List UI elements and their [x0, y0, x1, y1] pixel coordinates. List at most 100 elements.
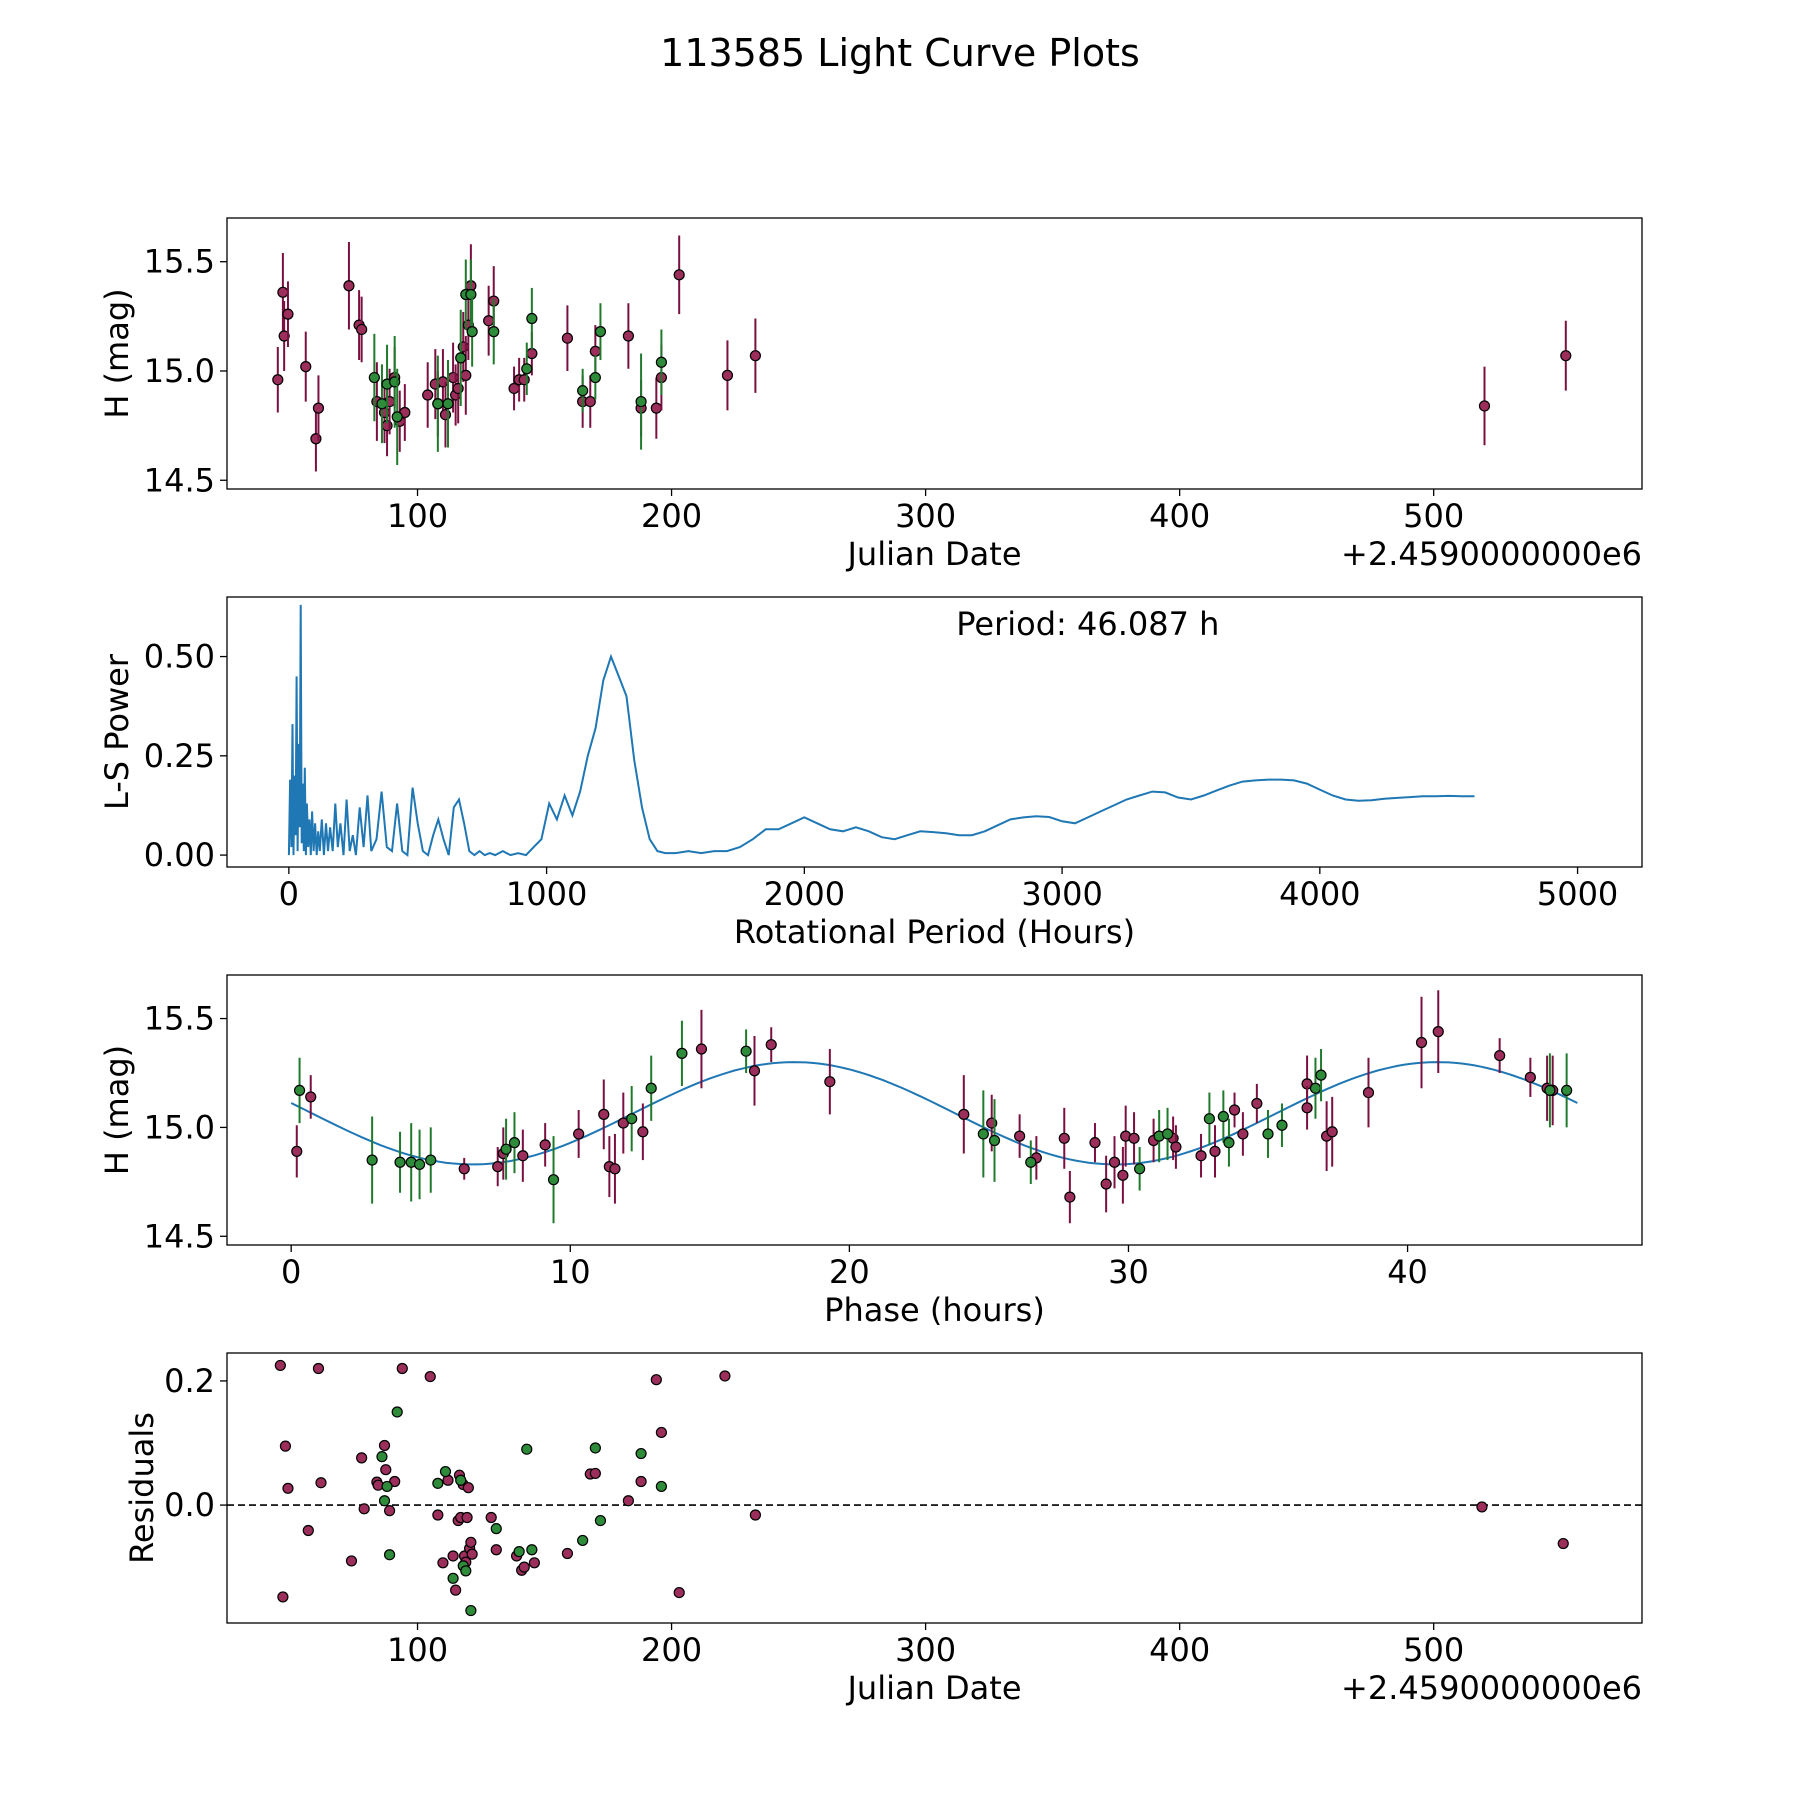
data-point: [1089, 1137, 1101, 1149]
y-axis-label: Residuals: [123, 1412, 161, 1564]
plot-frame: [226, 1352, 1643, 1624]
x-offset-text: +2.4590000000e6: [1341, 1669, 1642, 1707]
data-point: [442, 398, 454, 410]
data-point: [1478, 400, 1491, 412]
data-point: [1117, 1169, 1129, 1181]
data-point: [1524, 1071, 1536, 1083]
data-point: [1064, 1191, 1076, 1203]
plot-frame: [226, 596, 1643, 868]
data-point: [424, 1370, 436, 1383]
x-tick-label: 200: [641, 1631, 702, 1669]
data-point: [278, 330, 290, 342]
data-point: [577, 1534, 589, 1547]
data-point: [1161, 1128, 1174, 1140]
data-point: [655, 1426, 668, 1439]
period-annotation: Period: 46.087 h: [956, 605, 1219, 643]
fit-curve: [290, 1061, 1578, 1166]
data-point: [1025, 1156, 1037, 1168]
data-point: [528, 1557, 540, 1569]
residuals-panel: 100 200 300 400 500 0.0 0.2 Julian Date Residual…: [123, 1352, 1643, 1707]
data-layer: [290, 990, 1578, 1224]
y-tick-label: 14.5: [144, 461, 215, 499]
data-point: [635, 395, 647, 408]
data-point: [312, 402, 325, 414]
data-point: [1108, 1156, 1121, 1168]
data-point: [517, 1150, 529, 1162]
data-point: [1309, 1082, 1322, 1094]
data-point: [1494, 1049, 1506, 1062]
data-point: [1415, 1036, 1428, 1049]
data-point: [378, 1439, 391, 1452]
data-point: [561, 1547, 574, 1560]
data-point: [589, 371, 601, 384]
data-point: [721, 369, 734, 381]
data-point: [577, 385, 589, 397]
data-point: [824, 1076, 836, 1088]
data-point: [293, 1084, 306, 1097]
data-point: [305, 1091, 317, 1103]
data-point: [282, 1482, 294, 1494]
data-point: [1100, 1178, 1112, 1190]
x-tick-label: 40: [1387, 1253, 1428, 1291]
data-point: [521, 363, 533, 375]
y-tick-label: 0.25: [144, 737, 215, 775]
data-point: [396, 1362, 408, 1375]
data-point: [594, 1514, 607, 1527]
data-point: [513, 1546, 525, 1558]
data-point: [1058, 1132, 1070, 1144]
data-point: [277, 1591, 289, 1603]
data-point: [676, 1047, 688, 1059]
data-point: [655, 356, 668, 368]
data-point: [425, 1154, 437, 1166]
data-point: [485, 1511, 497, 1524]
data-point: [1326, 1126, 1338, 1138]
x-offset-text: +2.4590000000e6: [1341, 535, 1642, 573]
data-point: [366, 1154, 378, 1166]
x-tick-label: 5000: [1537, 875, 1618, 913]
data-point: [988, 1134, 1001, 1147]
data-point: [1203, 1113, 1216, 1125]
data-point: [521, 1443, 533, 1455]
x-tick-label: 400: [1149, 497, 1210, 535]
data-point: [1014, 1130, 1026, 1142]
data-point: [748, 1065, 761, 1077]
x-tick-label: 3000: [1021, 875, 1102, 913]
data-point: [465, 1536, 477, 1548]
data-point: [1362, 1086, 1375, 1099]
data-point: [1209, 1145, 1221, 1157]
data-point: [1195, 1150, 1207, 1162]
x-tick-label: 400: [1149, 1631, 1210, 1669]
data-point: [626, 1113, 638, 1125]
x-axis-label: Julian Date: [845, 1669, 1021, 1707]
data-point: [655, 1480, 668, 1493]
data-point: [637, 1126, 649, 1138]
data-point: [635, 1447, 647, 1460]
data-point: [589, 345, 601, 357]
data-point: [500, 1143, 512, 1155]
data-layer: [227, 1359, 1642, 1617]
data-point: [383, 1505, 396, 1517]
y-tick-label: 0.0: [164, 1486, 215, 1524]
x-axis-label: Rotational Period (Hours): [734, 913, 1135, 951]
data-point: [378, 1495, 391, 1507]
y-axis-label: L-S Power: [98, 653, 136, 810]
data-point: [277, 286, 289, 298]
y-tick-label: 0.50: [144, 638, 215, 676]
x-tick-label: 300: [895, 497, 956, 535]
x-tick-label: 20: [829, 1253, 870, 1291]
data-point: [447, 1572, 459, 1584]
data-point: [673, 1586, 685, 1599]
data-point: [391, 411, 403, 423]
data-point: [302, 1524, 314, 1537]
data-point: [645, 1082, 657, 1094]
data-point: [368, 371, 380, 384]
data-point: [466, 326, 478, 338]
data-point: [635, 1475, 647, 1488]
data-point: [432, 398, 444, 410]
periodogram-panel: 0 1000 2000 3000 4000 5000 0.00 0.25 0.50 Rotatio…: [98, 596, 1643, 951]
data-point: [1560, 350, 1572, 362]
data-point: [450, 1584, 462, 1596]
y-axis-label: H (mag): [98, 288, 136, 418]
data-point: [719, 1370, 731, 1382]
data-point: [356, 1452, 368, 1464]
